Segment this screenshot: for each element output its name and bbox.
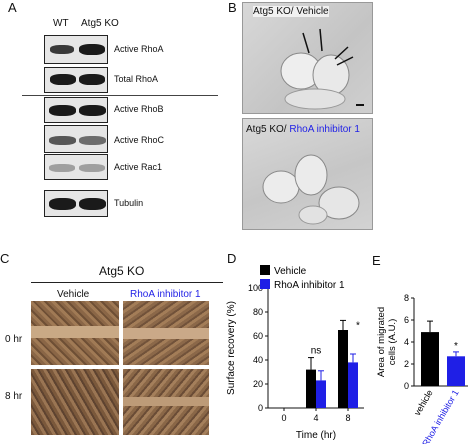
chart-e-ylabel: Area of migratedcells (A.U.): [376, 307, 398, 377]
chart-e-ytick-label: 2: [404, 359, 409, 369]
chart-d-ytick-label: 100: [248, 283, 263, 293]
legend-swatch-vehicle: [260, 265, 270, 275]
blot-divider: [22, 95, 218, 96]
cell-shapes-vehicle: [280, 28, 364, 110]
wound-image-vehicle-0hr: [31, 301, 119, 365]
chart-d-xtick-label: 4: [313, 413, 318, 423]
blot-active-rac1: [44, 154, 108, 180]
chart-e-ytick-label: 8: [404, 293, 409, 303]
legend-swatch-inhibitor: [260, 279, 270, 289]
blot-active-rhob: [44, 97, 108, 123]
chart-e-ytick-label: 0: [404, 381, 409, 391]
chart-d-annotation: *: [356, 320, 360, 331]
wound-image-inhibitor-0hr: [123, 301, 209, 365]
blot-label-active-rhoc: Active RhoC: [114, 135, 165, 145]
panel-c-header: Atg5 KO: [99, 264, 145, 278]
chart-d-xlabel: Time (hr): [296, 430, 336, 441]
blot-label-active-rac1: Active Rac1: [114, 162, 163, 172]
blot-tubulin: [44, 190, 108, 217]
micrograph-vehicle: Atg5 KO/ Vehicle: [242, 2, 373, 114]
column-label-inhibitor: RhoA inhibitor 1: [130, 289, 201, 300]
chart-d: 0 20 40 60 80 100 0 4 8 ns * Surface recovery (%…: [226, 265, 364, 441]
micrograph-inhibitor-title: Atg5 KO/ RhoA inhibitor 1: [246, 124, 360, 135]
panel-label-d: D: [227, 251, 237, 266]
chart-d-ylabel: Surface recovery (%): [226, 301, 237, 395]
blot-active-rhoa: [44, 35, 108, 64]
blot-label-active-rhoa: Active RhoA: [114, 44, 164, 54]
blot-label-tubulin: Tubulin: [114, 198, 144, 208]
chart-e-ytick-label: 4: [404, 337, 409, 347]
row-label-0hr: 0 hr: [5, 334, 23, 345]
panel-label-c: C: [0, 251, 10, 266]
chart-e-annotation: *: [454, 341, 458, 352]
chart-e-bar: [447, 356, 465, 386]
panel-c-header-line: [31, 282, 223, 283]
chart-d-legend: Vehicle RhoA inhibitor 1: [260, 265, 345, 291]
chart-d-ytick-label: 80: [253, 307, 263, 317]
wound-image-inhibitor-8hr: [123, 369, 209, 435]
chart-e-xtick-label: vehicle: [412, 388, 435, 417]
chart-d-bar: [306, 369, 316, 408]
chart-d-ytick-label: 40: [253, 355, 263, 365]
chart-d-ytick-label: 60: [253, 331, 263, 341]
micrograph-vehicle-title: Atg5 KO/ Vehicle: [253, 6, 329, 17]
legend-label-inhibitor: RhoA inhibitor 1: [274, 280, 345, 291]
column-label-vehicle: Vehicle: [57, 289, 90, 300]
legend-label-vehicle: Vehicle: [274, 266, 307, 277]
chart-d-bar: [338, 330, 348, 408]
panel-label-b: B: [228, 0, 237, 15]
blot-total-rhoa: [44, 67, 108, 93]
panel-label-a: A: [8, 0, 17, 15]
chart-d-ytick-label: 0: [258, 403, 263, 413]
chart-d-annotation: ns: [311, 346, 322, 357]
blot-label-active-rhob: Active RhoB: [114, 104, 164, 114]
chart-d-xtick-label: 8: [345, 413, 350, 423]
micrograph-rhoa-inhibitor: Atg5 KO/ RhoA inhibitor 1: [242, 118, 373, 230]
cell-shapes-inhibitor: [262, 154, 360, 225]
lane-label-wt: WT: [53, 18, 69, 29]
wound-image-vehicle-8hr: [31, 369, 119, 435]
chart-d-bar: [348, 362, 358, 408]
panel-label-e: E: [372, 253, 381, 268]
blot-active-rhoc: [44, 125, 108, 153]
chart-d-ytick-label: 20: [253, 379, 263, 389]
chart-d-bar: [316, 380, 326, 408]
chart-e-ytick-label: 6: [404, 315, 409, 325]
chart-d-xtick-label: 0: [281, 413, 286, 423]
chart-e-bar: [421, 332, 439, 386]
blot-label-total-rhoa: Total RhoA: [114, 74, 159, 84]
lane-label-ko: Atg5 KO: [81, 18, 119, 29]
row-label-8hr: 8 hr: [5, 391, 23, 402]
